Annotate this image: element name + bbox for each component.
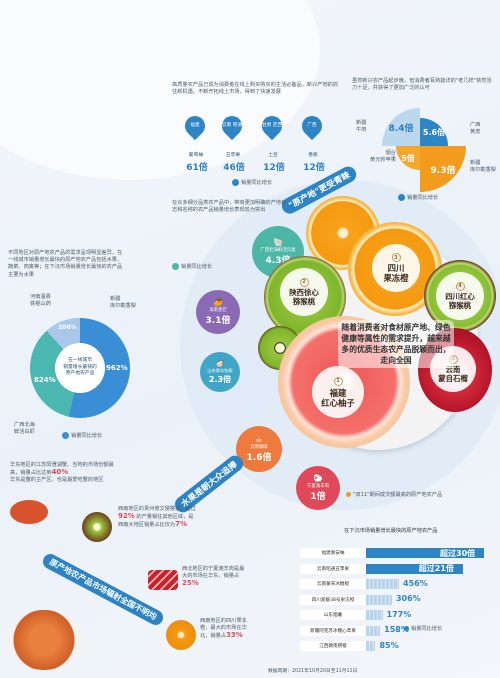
quad-label-br: 新疆 库尔勒香梨	[470, 160, 496, 174]
pin-product-4: 香蕉	[308, 153, 318, 158]
oyster-icon: 🦪	[215, 359, 225, 368]
mango-icon: 🥭	[213, 298, 223, 307]
badge-sichuan-orange: 3 四川 果冻橙	[372, 244, 420, 292]
bar-value: 158%	[384, 625, 409, 634]
bar-label: 云南昭通丑苹果	[300, 563, 366, 574]
quad-label-bl: 烟台 黄元帅苹果	[370, 150, 396, 164]
mid-left-intro: 在众多细分品类农产品中，带有更加明确的产地标志和名称的农产品销量增长表现较为突出	[172, 200, 287, 214]
source-text: 数据周期：2021年10月20日至11月11日	[268, 669, 358, 674]
crab-plate-icon	[4, 610, 84, 670]
bar-value: 177%	[386, 609, 412, 619]
donut-center-label: 在一线城市 销量增长最快的 原产地农产品	[63, 358, 97, 377]
donut-label-xinjiang: 新疆 库尔勒香梨	[110, 296, 136, 310]
donut-hole: 在一线城市 销量增长最快的 原产地农产品	[55, 343, 105, 393]
kiwi-text: 西南地区的贵州修文猕猴桃，超过92% 的产量销往其他区域，是西南大地区销量占比仅…	[118, 506, 196, 529]
bar	[366, 625, 381, 636]
pin-value-4: 12倍	[303, 163, 325, 173]
badge-fujian-pomelo: 1 福建 红心柚子	[312, 366, 364, 418]
crab-text: 华东地区的江苏阳澄湖蟹、当地的市场份额最高，销量占比达到40% 华东是蟹的主产区…	[10, 462, 114, 484]
bar-value: 超过21倍	[418, 564, 454, 573]
bar	[366, 594, 392, 605]
bar-label: 云南蒙宋冰糖橙	[300, 579, 366, 589]
bar-value: 456%	[403, 578, 428, 588]
lamb-text: 西北地区的宁夏滩羊肉是最大的市场在华东，销量占25%	[182, 566, 245, 588]
pin-value-2: 46倍	[223, 163, 245, 173]
quad-label-tl: 新疆 牛肉	[356, 120, 367, 134]
quad-tl: 8.4倍	[382, 108, 420, 146]
donut-label-henan: 河南温县 铁棍山药	[30, 294, 51, 308]
bar	[366, 548, 484, 558]
top-right-intro: 虽然新兴农产品起步晚，但消费者耳熟能详的"老几样"依然活力十足，并获得了更加广泛…	[352, 78, 492, 92]
crab-icon	[10, 500, 48, 524]
bar-value: 85%	[379, 640, 399, 650]
shell-icon: 🐚	[273, 238, 283, 247]
bar-label: 江西赣南脐橙	[300, 641, 366, 651]
badge-sichuan-kiwi: 4 四川红心 猕猴桃	[436, 272, 484, 320]
center-text: 随着消费者对食材原产地、绿色健康等属性的需求提升，越来越多的优质生态农产品脱颖而…	[338, 320, 454, 368]
bar-label: 四川爱媛38号果冻橙	[300, 594, 366, 605]
mid-left-legend: 销量同比增长	[172, 263, 212, 271]
bubble-hainan-mango: 🥭 海南金芒 3.1倍	[196, 290, 240, 334]
bubble-qingdao-oyster: 🦪 山东青岛牡蛎 2.3倍	[200, 352, 240, 392]
badge-shaanxi-kiwi: 2 陕西徐心 猕猴桃	[280, 268, 328, 316]
bar	[366, 579, 400, 589]
pin-product-3: 土豆	[268, 153, 278, 158]
donut-value-xinjiang: 962%	[106, 364, 128, 372]
lamb-meat-icon	[148, 570, 178, 590]
bar	[366, 641, 376, 651]
quad-tr: 5.6倍	[420, 118, 448, 146]
top-left-intro: 高质量农产品已成为消费者在线上购买购买的生活必备品，新兴产地的抓住新机遇，不断开…	[172, 82, 339, 96]
bar	[366, 563, 463, 574]
bars-legend: 销量同比增长	[404, 626, 442, 633]
bubble-ningxia-lamb: 🐑 宁夏滩羊肉 1倍	[296, 466, 340, 510]
lamb-icon: 🐑	[313, 474, 323, 483]
bar	[366, 610, 383, 620]
fruit-plate: 1 福建 红心柚子 2 陕西徐心 猕猴桃 3 四川 果冻橙 4 四川红心 猕猴桃…	[258, 196, 496, 460]
donut-legend: 销量同比增长	[62, 432, 102, 440]
bars-title: 在下沉市场销量增长最快的原产地农产品	[344, 528, 438, 534]
pin-value-3: 12倍	[263, 163, 285, 173]
map-pin-guangxi: 广西	[297, 111, 327, 141]
donut-intro: 不同地区对原产地农产品的需求呈现明显差异，在一线城市销量增长最快的原产地农产品包…	[8, 250, 123, 278]
coffee-icon: ☕	[255, 435, 263, 444]
donut-label-guangxi: 广西北海 鲜活白虾	[14, 422, 35, 436]
top-right-legend: 销量同比增长	[398, 194, 438, 202]
bar-label: 山东烟薯	[300, 610, 366, 620]
bar-label: 福建秦安柚	[300, 548, 366, 558]
quad-label-tr: 广西 黄皮	[470, 122, 481, 136]
donut-value-henan: 206%	[58, 324, 77, 331]
pin-product-2: 丑苹果	[225, 153, 241, 158]
pin-product-1: 葡萄柚	[188, 153, 204, 158]
fruit-caption: "双11"期间成交额最高的原产地农产品	[346, 492, 442, 499]
donut-value-guangxi: 824%	[34, 376, 56, 384]
quad-br: 9.3倍	[420, 146, 466, 192]
orange-text: 西南地区的四川果冻橙，最大的市场在华北，销量占33%	[200, 618, 247, 640]
top-left-legend: 销量同比增长	[232, 179, 272, 187]
bar-value: 306%	[395, 594, 421, 603]
map-pin-fujian: 福建	[180, 111, 210, 141]
bubble-yunnan-coffee: ☕ 云南咖啡 1.6倍	[236, 426, 282, 472]
bar-label: 新疆阿克苏冰糖心苹果	[300, 625, 366, 636]
orange-icon	[166, 620, 196, 650]
bar-value: 超过30倍	[440, 548, 476, 558]
quad-bl: 5倍	[396, 146, 420, 170]
map-pin-gansu: 甘肃 定西	[257, 111, 287, 141]
map-pin-yunnan: 云南 昭通	[217, 111, 247, 141]
pin-value-1: 61倍	[186, 163, 208, 173]
kiwi-icon	[82, 512, 112, 542]
